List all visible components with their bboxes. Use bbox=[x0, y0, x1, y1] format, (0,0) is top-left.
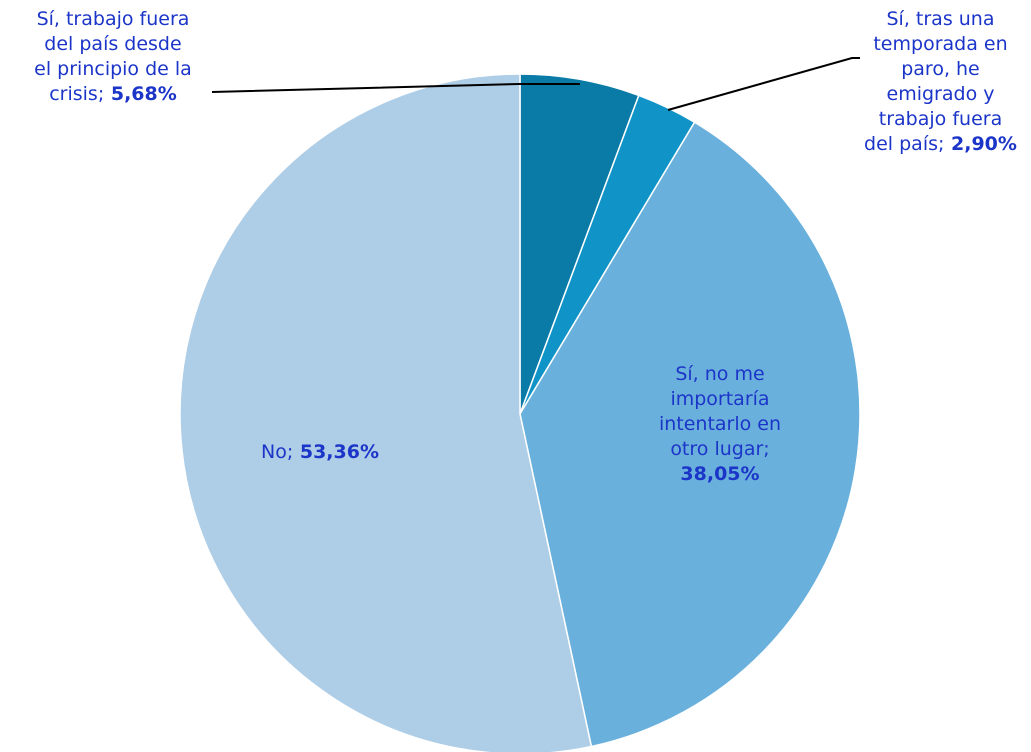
pie-slice-2 bbox=[519, 121, 861, 748]
slice-label-line: temporada en bbox=[873, 33, 1008, 55]
slice-label-line: otro lugar; bbox=[670, 438, 770, 460]
leader-line-slice-1 bbox=[667, 57, 860, 111]
slice-value: 2,90% bbox=[944, 133, 1017, 155]
slice-value: 53,36% bbox=[293, 441, 379, 463]
slice-label-3: No; 53,36% bbox=[240, 440, 400, 465]
slice-label-line: el principio de la bbox=[34, 58, 192, 80]
slice-label-line: crisis; 5,68% bbox=[49, 83, 177, 105]
slice-label-line: Sí, trabajo fuera bbox=[36, 8, 190, 30]
slice-label-line: trabajo fuera bbox=[878, 108, 1003, 130]
slice-value: 5,68% bbox=[104, 83, 177, 105]
slice-label-2: Sí, no me importaría intentarlo en otro lug… bbox=[620, 362, 820, 487]
slice-label-line: paro, he bbox=[901, 58, 980, 80]
slice-label-line: emigrado y bbox=[886, 83, 995, 105]
slice-label-line: importaría bbox=[670, 388, 770, 410]
slice-label-1: Sí, tras una temporada en paro, he emigrado… bbox=[850, 7, 1031, 157]
slice-label-line: Sí, no me bbox=[675, 363, 765, 385]
slice-label-0: Sí, trabajo fuera del país desde el princi… bbox=[0, 7, 226, 107]
slice-label-line: del país desde bbox=[44, 33, 182, 55]
leader-line-slice-0 bbox=[211, 83, 580, 93]
slice-value: 38,05% bbox=[680, 463, 760, 485]
slice-label-line: No; 53,36% bbox=[260, 441, 379, 463]
slice-label-line: intentarlo en bbox=[658, 413, 782, 435]
slice-label-line: Sí, tras una bbox=[886, 8, 995, 30]
slice-label-line: del país; 2,90% bbox=[864, 133, 1017, 155]
pie-slice-3 bbox=[179, 73, 593, 752]
